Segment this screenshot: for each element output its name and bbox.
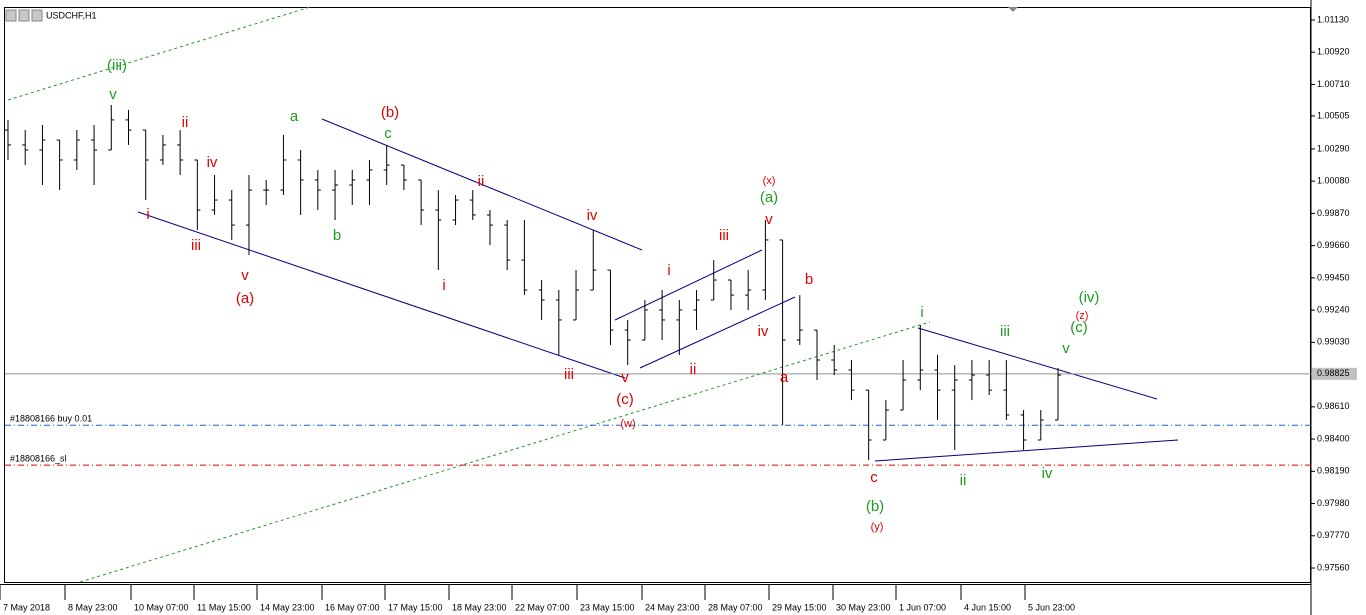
- x-tick-label: 11 May 15:00: [197, 602, 251, 612]
- wave-label: ii: [690, 361, 697, 378]
- wave-label: v: [765, 211, 773, 228]
- y-tick-label: 0.99030: [1317, 337, 1350, 347]
- wave-label: (x): [763, 175, 776, 187]
- y-tick-label: 1.00080: [1317, 176, 1350, 186]
- order-line-label: #18808166_sl: [10, 454, 67, 464]
- y-tick-label: 1.00920: [1317, 47, 1350, 57]
- x-tick-label: 18 May 23:00: [452, 602, 507, 612]
- wave-label: (b): [381, 104, 399, 121]
- wave-label: (z): [1076, 310, 1089, 322]
- chart-title: USDCHF,H1: [46, 10, 97, 20]
- wave-label: (c): [616, 391, 634, 408]
- wave-label: i: [442, 277, 445, 294]
- wave-label: iv: [207, 154, 218, 171]
- wave-label: iv: [587, 207, 598, 224]
- wave-label: iv: [1042, 465, 1053, 482]
- wave-label: v: [241, 267, 249, 284]
- wave-label: iv: [758, 323, 769, 340]
- wave-label: iii: [564, 366, 574, 383]
- wave-label: (a): [760, 189, 778, 206]
- y-tick-label: 1.00505: [1317, 110, 1350, 120]
- trend-line: [874, 439, 1179, 462]
- wave-label: a: [780, 369, 789, 386]
- current-price-label: 0.98825: [1317, 368, 1350, 378]
- x-tick-label: 1 Jun 07:00: [899, 602, 946, 612]
- trend-line: [639, 296, 796, 369]
- y-tick-label: 1.00290: [1317, 143, 1350, 153]
- trend-line: [137, 211, 626, 379]
- x-tick-label: 17 May 15:00: [388, 602, 443, 612]
- y-tick-label: 0.99240: [1317, 304, 1350, 314]
- wave-label: i: [667, 262, 670, 279]
- wave-label: i: [920, 304, 923, 321]
- wave-label: ii: [478, 173, 485, 190]
- shift-marker: [1008, 7, 1018, 12]
- wave-label: c: [384, 125, 392, 142]
- wave-label: iii: [719, 227, 729, 244]
- x-tick-label: 10 May 07:00: [134, 602, 189, 612]
- trend-line: [7, 6, 311, 101]
- wave-label: (iv): [1079, 289, 1100, 306]
- wave-label: v: [621, 369, 629, 386]
- x-tick-label: 23 May 15:00: [580, 602, 635, 612]
- icon: [5, 9, 17, 22]
- x-tick-label: 30 May 23:00: [836, 602, 891, 612]
- x-tick-label: 7 May 2018: [3, 602, 50, 612]
- wave-label: (b): [866, 498, 884, 515]
- trend-line: [79, 321, 931, 583]
- wave-label: v: [1062, 340, 1070, 357]
- x-tick-label: 28 May 07:00: [708, 602, 763, 612]
- y-tick-label: 0.98190: [1317, 466, 1350, 476]
- wave-label: a: [290, 108, 299, 125]
- trend-lines: [7, 6, 1179, 583]
- y-tick-label: 1.00710: [1317, 79, 1350, 89]
- wave-label: i: [146, 206, 149, 223]
- y-tick-label: 0.99450: [1317, 272, 1350, 282]
- trend-line: [321, 118, 643, 251]
- wave-label: (a): [236, 290, 254, 307]
- y-tick-label: 1.01130: [1317, 14, 1349, 24]
- wave-label: ii: [182, 114, 189, 131]
- x-tick-label: 5 Jun 23:00: [1028, 602, 1075, 612]
- wave-label: (iii): [107, 57, 127, 74]
- trend-line: [917, 327, 1158, 400]
- y-tick-label: 0.97980: [1317, 498, 1350, 508]
- wave-label: b: [805, 271, 813, 288]
- y-tick-label: 0.98400: [1317, 433, 1350, 443]
- x-tick-label: 4 Jun 15:00: [964, 602, 1011, 612]
- icon: [18, 9, 30, 22]
- x-tick-label: 22 May 07:00: [515, 602, 570, 612]
- wave-label: (c): [1070, 319, 1088, 336]
- wave-label: iii: [191, 237, 201, 254]
- y-tick-label: 0.97560: [1317, 562, 1350, 572]
- wave-label: (y): [871, 521, 884, 533]
- x-tick-label: 29 May 15:00: [772, 602, 827, 612]
- current-price-box: [1312, 367, 1357, 380]
- wave-label: b: [333, 227, 341, 244]
- y-tick-label: 0.98610: [1317, 401, 1350, 411]
- wave-label: ii: [960, 472, 967, 489]
- wave-label: iii: [1000, 323, 1010, 340]
- x-tick-label: 16 May 07:00: [325, 602, 380, 612]
- order-line-label: #18808166 buy 0.01: [10, 414, 92, 424]
- x-tick-label: 24 May 23:00: [645, 602, 700, 612]
- x-tick-label: 8 May 23:00: [68, 602, 118, 612]
- wave-label: c: [870, 469, 878, 486]
- wave-label: v: [109, 86, 117, 103]
- y-tick-label: 0.99870: [1317, 208, 1350, 218]
- wave-label: (w): [620, 418, 635, 430]
- icon: [31, 9, 43, 22]
- x-tick-label: 14 May 23:00: [260, 602, 315, 612]
- trend-line: [614, 249, 763, 321]
- y-tick-label: 0.97770: [1317, 530, 1350, 540]
- y-tick-label: 0.99660: [1317, 240, 1350, 250]
